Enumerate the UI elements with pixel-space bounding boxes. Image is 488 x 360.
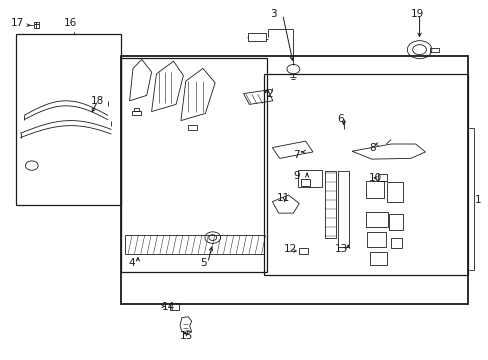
Bar (170, 303, 179, 310)
Bar (365, 212, 387, 227)
Text: 19: 19 (410, 9, 423, 19)
Text: 3: 3 (269, 9, 276, 19)
Bar (366, 232, 386, 247)
Bar (338, 171, 348, 247)
Bar (325, 171, 335, 238)
Text: 9: 9 (293, 171, 300, 181)
Text: 13: 13 (334, 244, 347, 254)
Text: 2: 2 (266, 89, 273, 99)
Bar (377, 174, 386, 181)
Bar (34, 22, 39, 28)
Text: 1: 1 (474, 195, 481, 205)
Bar (299, 248, 307, 254)
Bar (132, 111, 141, 115)
Text: 18: 18 (90, 96, 103, 106)
Bar (388, 214, 403, 230)
Bar (264, 74, 468, 275)
Bar (248, 33, 265, 41)
Text: 16: 16 (63, 18, 77, 28)
Bar (134, 108, 139, 111)
Bar (121, 58, 266, 272)
Text: 12: 12 (283, 244, 296, 254)
Bar (188, 125, 197, 130)
Text: 7: 7 (293, 150, 300, 160)
Bar (390, 238, 401, 248)
Bar (124, 235, 264, 254)
Bar (298, 170, 321, 187)
Bar (121, 56, 468, 304)
Bar (429, 48, 438, 52)
Text: 6: 6 (337, 114, 344, 124)
Text: 15: 15 (180, 330, 193, 341)
Text: 8: 8 (368, 143, 375, 153)
Text: 14: 14 (161, 302, 174, 312)
Text: 10: 10 (368, 173, 382, 183)
Bar (16, 34, 121, 205)
Text: 4: 4 (128, 258, 135, 268)
Text: 5: 5 (200, 258, 207, 268)
Bar (386, 182, 402, 202)
Bar (365, 181, 384, 198)
Bar (369, 252, 386, 265)
Text: 11: 11 (277, 193, 290, 203)
Text: 17: 17 (11, 18, 24, 28)
Bar (300, 179, 309, 186)
